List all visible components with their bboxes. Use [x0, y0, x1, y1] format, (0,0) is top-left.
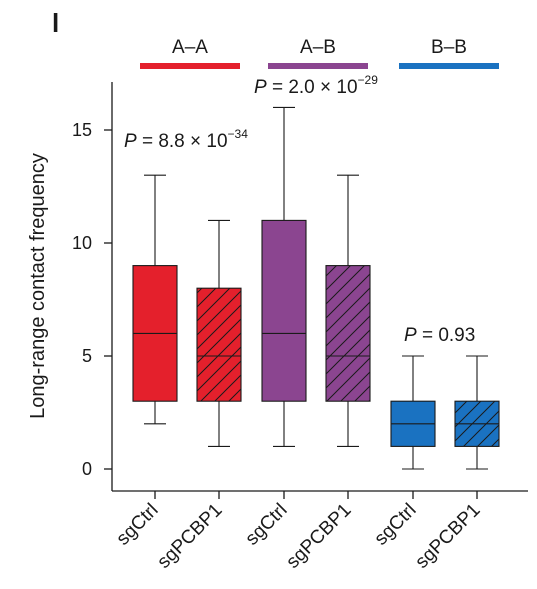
y-axis-label: Long-range contact frequency	[27, 153, 49, 419]
p-value-label: P = 0.93	[404, 325, 475, 346]
x-tick-label: sgCtrl	[242, 500, 292, 550]
y-tick-label: 15	[72, 120, 92, 140]
x-tick-label: sgCtrl	[371, 500, 421, 550]
x-tick-label: sgPCBP1	[153, 500, 226, 573]
box-sgctrl	[390, 355, 436, 470]
x-tick-label: sgPCBP1	[411, 500, 484, 573]
group-header-label: A–A	[172, 37, 208, 58]
panel-label: l	[52, 8, 60, 38]
axes: 0 5 10 15	[72, 82, 528, 499]
box-sgpcbp1	[196, 219, 242, 447]
y-tick-label: 0	[82, 459, 92, 479]
box-sgpcbp1	[325, 174, 371, 447]
group-header-bar	[140, 63, 240, 69]
group-header-bar	[268, 63, 368, 69]
box-hatch	[326, 265, 370, 402]
p-value-label: P = 2.0 × 10−29	[254, 73, 378, 98]
x-tick-label: sgCtrl	[113, 500, 163, 550]
p-value-label: P = 8.8 × 10−34	[124, 127, 248, 152]
box-hatch	[197, 288, 241, 402]
box-sgpcbp1	[454, 355, 500, 470]
y-tick-label: 5	[82, 346, 92, 366]
p-values: P = 8.8 × 10−34 P = 2.0 × 10−29 P = 0.93	[124, 73, 475, 346]
group-headers: A–A A–B B–B	[140, 37, 499, 69]
box-sgctrl	[261, 106, 307, 447]
box-sgctrl	[132, 174, 178, 425]
y-tick-label: 10	[72, 233, 92, 253]
boxes	[132, 106, 500, 470]
box-body	[261, 219, 307, 402]
group-header-bar	[399, 63, 499, 69]
x-tick-label: sgPCBP1	[282, 500, 355, 573]
group-header-label: B–B	[431, 37, 467, 58]
group-header-label: A–B	[300, 37, 336, 58]
